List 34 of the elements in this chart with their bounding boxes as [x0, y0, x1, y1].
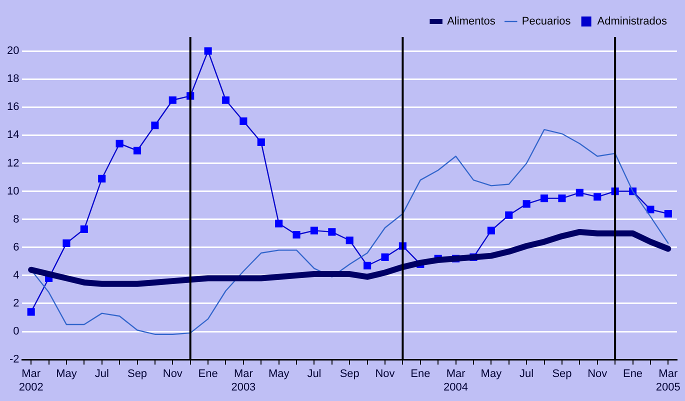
y-tick-label: 0: [13, 326, 20, 338]
y-tick-label: 10: [6, 185, 20, 198]
x-tick-label: Sep: [552, 368, 572, 380]
y-tick-label: 12: [6, 157, 20, 170]
x-tick-label: Mar 2004: [444, 368, 468, 394]
x-tick-label: Mar 2002: [18, 368, 44, 394]
y-tick-label: 20: [6, 45, 20, 58]
legend-label: Administrados: [597, 16, 668, 28]
y-tick-label: -2: [9, 354, 20, 366]
y-tick-label: 18: [6, 73, 20, 86]
legend-label: Alimentos: [447, 16, 496, 28]
y-tick-label: 16: [6, 101, 20, 114]
x-tick-label: Sep: [127, 368, 148, 380]
x-tick-label: Sep: [340, 368, 360, 380]
x-tick-label: Nov: [162, 368, 183, 380]
y-tick-label: 6: [13, 241, 20, 254]
y-tick-label: 14: [6, 129, 20, 142]
x-tick-label: Mar 2005: [656, 368, 680, 394]
x-tick-label: Ene: [198, 368, 218, 380]
x-tick-label: Ene: [622, 368, 643, 380]
x-tick-label: Ene: [410, 368, 430, 380]
x-tick-label: Jul: [94, 368, 109, 380]
x-tick-label: Jul: [307, 368, 322, 380]
y-tick-label: 2: [13, 298, 20, 310]
x-tick-label: Nov: [588, 368, 608, 380]
y-tick-label: 8: [13, 213, 20, 226]
x-tick-label: Nov: [375, 368, 396, 380]
legend-label: Pecuarios: [522, 16, 572, 28]
x-tick-label: May: [480, 368, 502, 380]
y-tick-label: 4: [13, 269, 20, 282]
x-tick-label: Mar 2003: [231, 368, 256, 394]
x-tick-label: May: [268, 368, 290, 380]
x-tick-label: May: [56, 368, 78, 380]
x-tick-label: Jul: [520, 368, 534, 380]
